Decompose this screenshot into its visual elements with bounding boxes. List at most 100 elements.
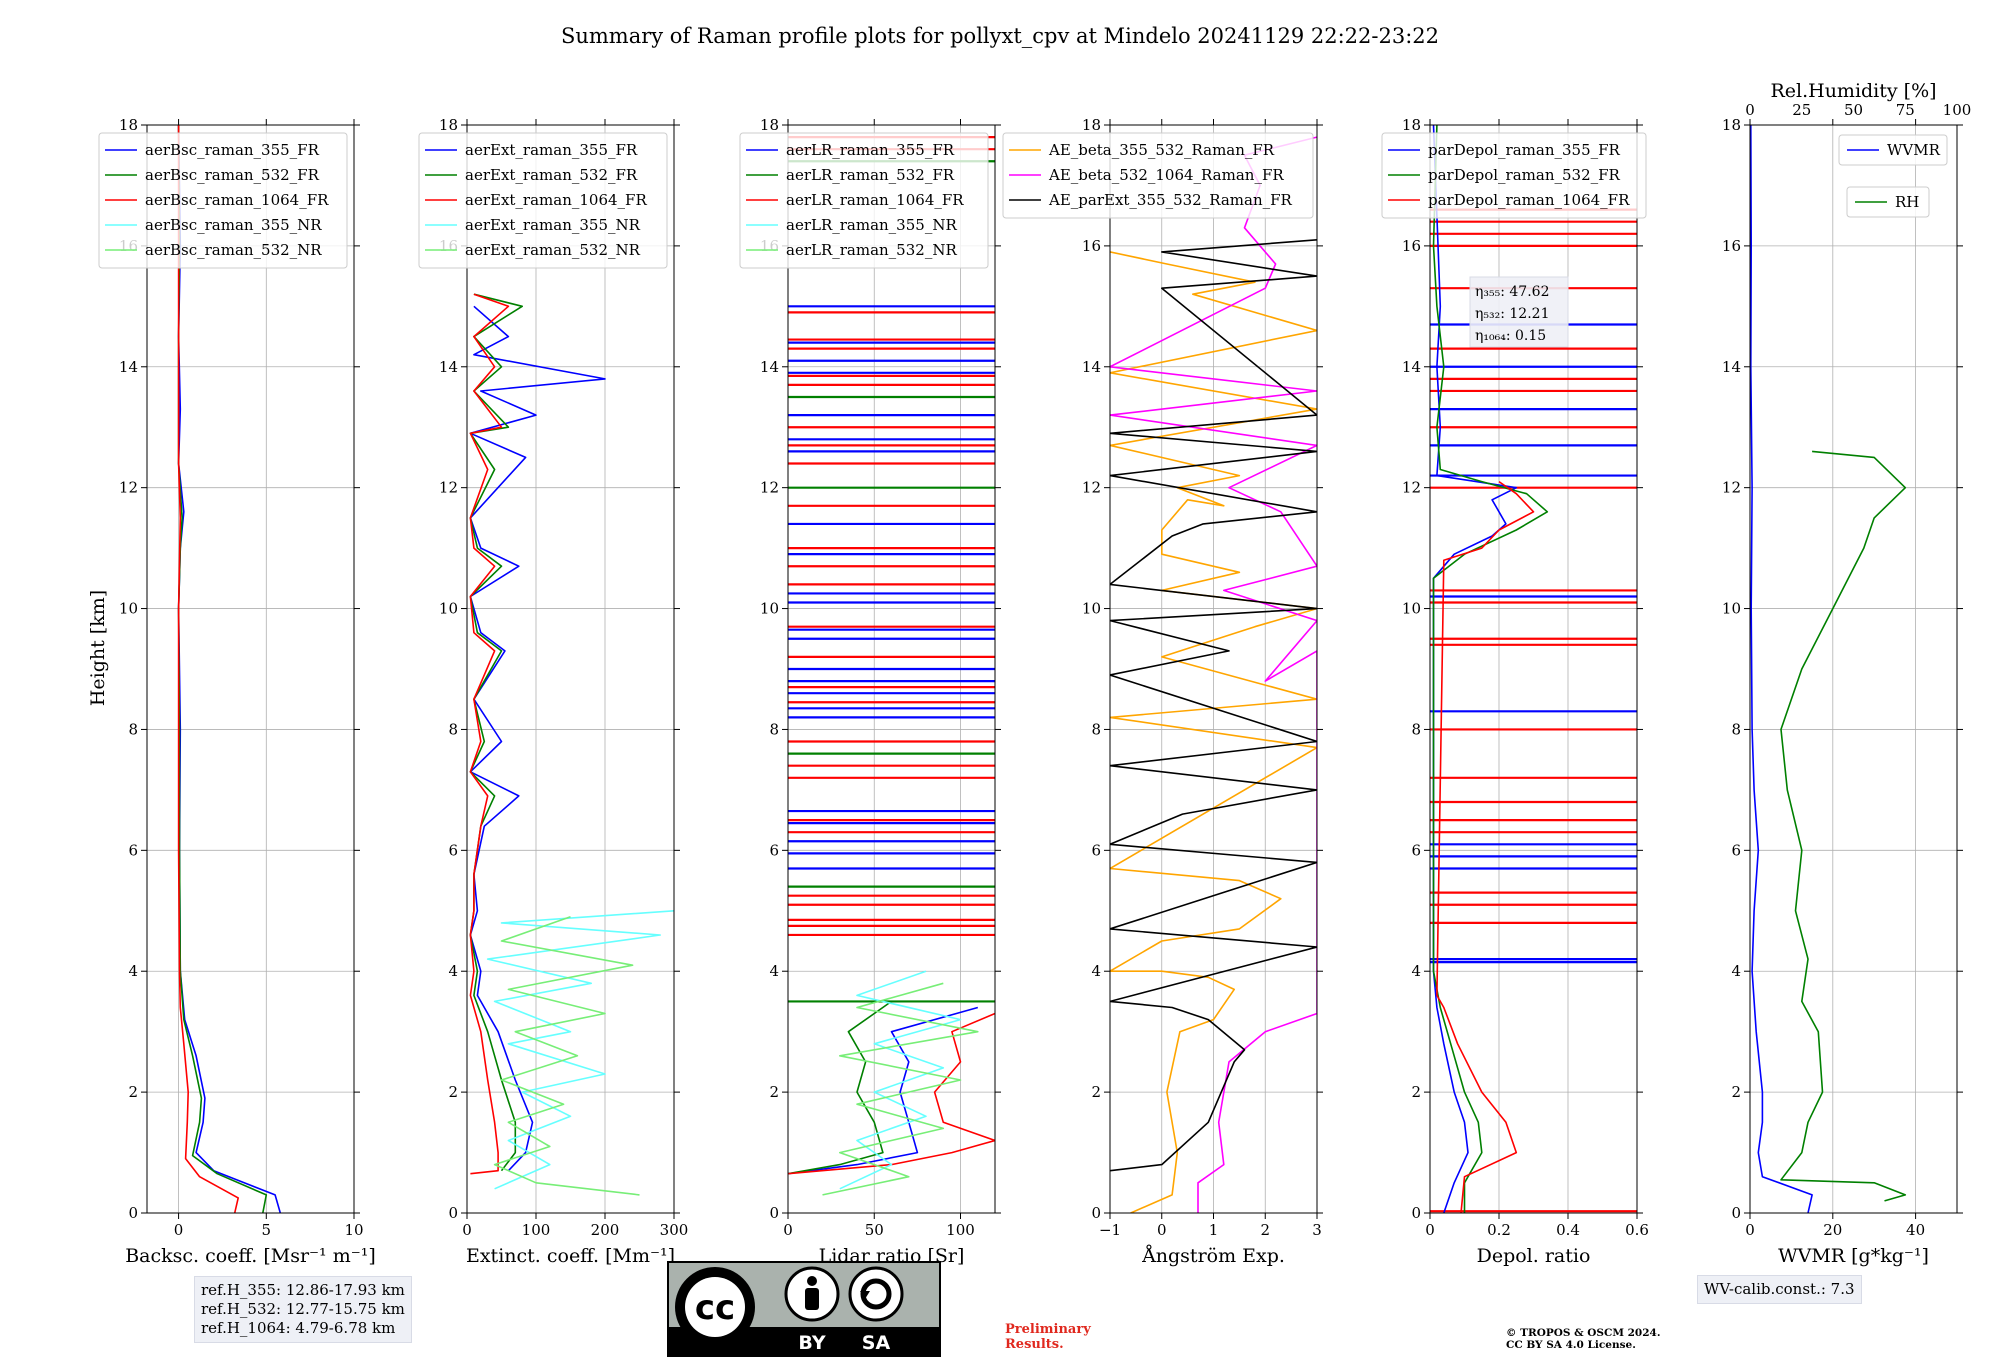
legend-label: aerBsc_raman_355_NR: [145, 216, 322, 234]
legend-label: aerExt_raman_532_NR: [465, 241, 641, 259]
axes-frame: [146, 124, 355, 1214]
annotation-text: η₃₅₅: 47.62: [1475, 284, 1549, 300]
y-tick-label: 0: [1731, 1204, 1741, 1222]
legend-label: AE_beta_355_532_Raman_FR: [1048, 141, 1275, 159]
axes-frame: [466, 124, 675, 1214]
panel-1: 0246810121416180510Backsc. coeff. [Msr⁻¹…: [98, 116, 376, 1267]
y-tick-label: 16: [1722, 237, 1741, 255]
legend-label: aerLR_raman_355_NR: [786, 216, 957, 234]
y-tick-label: 8: [1091, 720, 1101, 738]
cc-badge-text: cc: [695, 1288, 735, 1328]
y-tick-label: 8: [448, 720, 458, 738]
legend-label: aerExt_raman_1064_FR: [465, 191, 647, 209]
y-tick-label: 4: [448, 962, 458, 980]
y-tick-label: 6: [1091, 841, 1101, 859]
legend-box: [1838, 134, 1948, 166]
x-tick-label: 0.4: [1556, 1221, 1580, 1239]
y-tick-label: 0: [1091, 1204, 1101, 1222]
y-tick-label: 2: [1411, 1083, 1421, 1101]
y-tick-label: 14: [1722, 358, 1741, 376]
x-axis-label: Backsc. coeff. [Msr⁻¹ m⁻¹]: [125, 1245, 376, 1267]
sa-icon: [848, 1266, 904, 1322]
x-tick-label: 10: [344, 1221, 363, 1239]
y-tick-label: 14: [119, 358, 138, 376]
axes-frame: [787, 124, 996, 1214]
wv-calibration-text: WV-calib.const.: 7.3: [1704, 1280, 1855, 1298]
x-tick-label: 300: [660, 1221, 689, 1239]
y-tick-label: 0: [448, 1204, 458, 1222]
by-label: BY: [798, 1332, 825, 1354]
panel-3: 024681012141618050100Lidar ratio [Sr]aer…: [739, 116, 1001, 1267]
y-tick-label: 18: [1082, 116, 1101, 134]
legend-label: aerLR_raman_532_NR: [786, 241, 957, 259]
y-tick-label: 12: [1082, 479, 1101, 497]
y-tick-label: 12: [760, 479, 779, 497]
legend-label: parDepol_raman_355_FR: [1428, 141, 1621, 159]
series-line-AE_beta_355_532_Raman_FR: [1110, 251, 1317, 1213]
legend-label: aerBsc_raman_532_FR: [145, 166, 320, 184]
y-tick-label: 18: [1722, 116, 1741, 134]
legend-box: [739, 132, 989, 269]
x2-tick-label: 100: [1943, 101, 1972, 119]
series-line-aerExt_raman_1064_FR: [469, 293, 510, 1175]
y-tick-label: 12: [119, 479, 138, 497]
series-line-aerBsc_raman_1064_FR: [177, 125, 239, 1213]
series-line-aerExt_raman_532_NR: [493, 916, 640, 1196]
x2-tick-label: 0: [1745, 101, 1755, 119]
cc-by-sa-logo: cc BY SA: [667, 1261, 941, 1357]
y-tick-label: 2: [448, 1083, 458, 1101]
x2-tick-label: 25: [1792, 101, 1811, 119]
x-tick-label: 0: [462, 1221, 472, 1239]
legend-box: [98, 132, 348, 269]
y-tick-label: 18: [439, 116, 458, 134]
annotation-box: [1469, 276, 1569, 348]
x-tick-label: 0.6: [1625, 1221, 1649, 1239]
x-axis-label: Ångström Exp.: [1141, 1245, 1285, 1267]
y-tick-label: 6: [1411, 841, 1421, 859]
legend-label: AE_parExt_355_532_Raman_FR: [1048, 191, 1293, 209]
sa-label: SA: [862, 1332, 891, 1354]
x-tick-label: 0: [174, 1221, 184, 1239]
y-tick-label: 2: [128, 1083, 138, 1101]
series-line-AE_beta_532_1064_Raman_FR: [1110, 136, 1317, 1213]
series-line-aerLR_raman_355_FR: [788, 1006, 979, 1175]
data-layer: [469, 293, 674, 1196]
reference-height-box: ref.H_355: 12.86-17.93 km ref.H_532: 12.…: [194, 1276, 412, 1343]
y-tick-label: 4: [769, 962, 779, 980]
ref-height-1064: ref.H_1064: 4.79-6.78 km: [201, 1319, 396, 1337]
series-line-parDepol_raman_1064_FR: [1436, 480, 1535, 1213]
x-tick-label: 200: [591, 1221, 620, 1239]
data-layer: [1430, 125, 1637, 1213]
x2-axis-label: Rel.Humidity [%]: [1770, 80, 1936, 102]
series-line-RH: [1780, 450, 1907, 1202]
y-tick-label: 10: [1082, 600, 1101, 618]
series-line-aerLR_raman_532_FR: [788, 1000, 892, 1175]
data-layer: [177, 125, 282, 1213]
y-tick-label: 10: [1402, 600, 1421, 618]
x-tick-label: 5: [262, 1221, 272, 1239]
x-tick-label: 0: [1425, 1221, 1435, 1239]
legend-label: aerBsc_raman_1064_FR: [145, 191, 329, 209]
y-tick-label: 18: [119, 116, 138, 134]
x-tick-label: 0.2: [1487, 1221, 1511, 1239]
y-tick-label: 12: [1402, 479, 1421, 497]
legend-label: aerExt_raman_355_FR: [465, 141, 638, 159]
y-tick-label: 16: [1082, 237, 1101, 255]
x-axis-label: Depol. ratio: [1477, 1245, 1591, 1267]
y-tick-label: 8: [1411, 720, 1421, 738]
y-tick-label: 6: [1731, 841, 1741, 859]
y-tick-label: 2: [769, 1083, 779, 1101]
data-layer: [1750, 125, 1907, 1213]
series-line-aerLR_raman_1064_FR: [788, 1012, 995, 1175]
y-tick-label: 6: [448, 841, 458, 859]
axes-frame: [1749, 124, 1958, 1214]
x-tick-label: 0: [1157, 1221, 1167, 1239]
legend-label: parDepol_raman_1064_FR: [1428, 191, 1630, 209]
y-tick-label: 10: [439, 600, 458, 618]
x-tick-label: 0: [1745, 1221, 1755, 1239]
annotation-text: η₅₃₂: 12.21: [1475, 306, 1549, 322]
annotation-text: η₁₀₆₄: 0.15: [1475, 328, 1546, 344]
x2-tick-label: 75: [1896, 101, 1915, 119]
copyright-note: © TROPOS & OSCM 2024. CC BY SA 4.0 Licen…: [1506, 1327, 1661, 1351]
y-tick-label: 2: [1731, 1083, 1741, 1101]
